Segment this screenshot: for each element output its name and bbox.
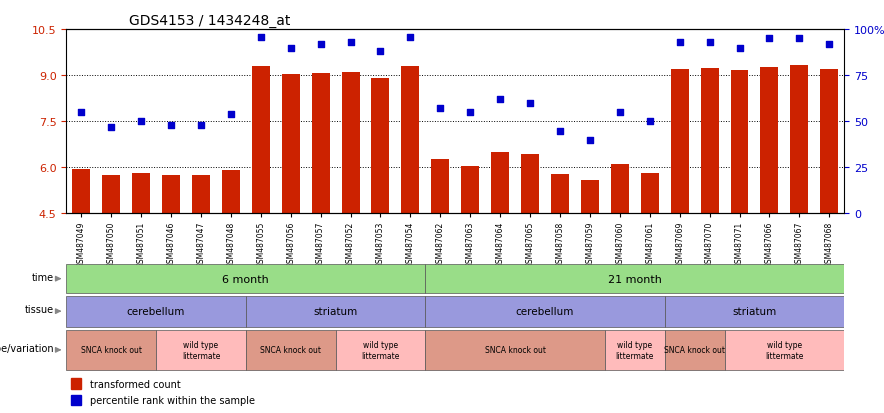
Bar — [492, 153, 509, 214]
Text: 6 month: 6 month — [223, 274, 270, 284]
Point — [134, 119, 149, 125]
Point — [254, 34, 268, 41]
Text: wild type
littermate: wild type littermate — [362, 340, 400, 360]
Bar — [461, 166, 479, 214]
Point — [762, 36, 776, 43]
Point — [643, 119, 657, 125]
Point — [822, 42, 836, 48]
Text: time: time — [32, 273, 55, 282]
Point — [104, 124, 118, 131]
Bar — [671, 69, 689, 214]
Point — [792, 36, 806, 43]
Point — [314, 42, 328, 48]
Bar — [103, 176, 120, 214]
Bar — [246, 330, 336, 370]
Text: SNCA knock out: SNCA knock out — [484, 346, 545, 354]
Point — [463, 109, 477, 116]
Bar — [551, 175, 569, 214]
Bar — [252, 67, 270, 214]
Bar — [341, 72, 360, 214]
Point — [733, 45, 747, 52]
Text: GDS4153 / 1434248_at: GDS4153 / 1434248_at — [128, 14, 290, 28]
Bar — [336, 330, 425, 370]
Bar — [581, 181, 598, 214]
Text: wild type
littermate: wild type littermate — [615, 340, 654, 360]
Bar — [282, 75, 300, 214]
Point — [373, 49, 387, 55]
Bar — [246, 296, 425, 327]
Bar — [790, 65, 808, 214]
Bar — [641, 173, 659, 214]
Point — [493, 97, 507, 103]
Text: SNCA knock out: SNCA knock out — [664, 346, 725, 354]
Bar — [71, 395, 81, 406]
Text: striatum: striatum — [732, 306, 776, 316]
Bar — [66, 330, 156, 370]
Text: transformed count: transformed count — [90, 379, 181, 389]
Point — [583, 137, 597, 144]
Bar — [425, 265, 844, 293]
Point — [403, 34, 417, 41]
Point — [703, 40, 717, 46]
Point — [552, 128, 567, 135]
Bar — [222, 171, 240, 214]
Bar — [725, 330, 844, 370]
Bar — [820, 70, 838, 214]
Point — [224, 112, 238, 118]
Point — [194, 122, 208, 129]
Text: genotype/variation: genotype/variation — [0, 343, 55, 353]
Bar — [66, 265, 425, 293]
Bar — [401, 67, 419, 214]
Bar — [66, 296, 246, 327]
Text: SNCA knock out: SNCA knock out — [80, 346, 141, 354]
Bar — [611, 165, 629, 214]
Bar — [431, 159, 449, 214]
Bar — [192, 176, 210, 214]
Bar — [665, 296, 844, 327]
Text: striatum: striatum — [314, 306, 358, 316]
Bar — [71, 378, 81, 389]
Text: cerebellum: cerebellum — [127, 306, 186, 316]
Text: cerebellum: cerebellum — [516, 306, 575, 316]
Point — [344, 40, 358, 46]
Text: wild type
littermate: wild type littermate — [182, 340, 220, 360]
Bar — [156, 330, 246, 370]
Point — [523, 100, 537, 107]
Point — [284, 45, 298, 52]
Text: 21 month: 21 month — [608, 274, 662, 284]
Bar — [312, 74, 330, 214]
Bar — [521, 155, 539, 214]
Text: tissue: tissue — [26, 305, 55, 315]
Text: percentile rank within the sample: percentile rank within the sample — [90, 396, 255, 406]
Bar — [162, 176, 180, 214]
Bar — [72, 169, 90, 214]
Bar — [425, 296, 665, 327]
Bar — [425, 330, 605, 370]
Bar — [371, 79, 390, 214]
Point — [613, 109, 627, 116]
Text: SNCA knock out: SNCA knock out — [260, 346, 321, 354]
Bar — [701, 69, 719, 214]
Bar — [730, 71, 749, 214]
Point — [74, 109, 88, 116]
Bar — [605, 330, 665, 370]
Bar — [760, 67, 779, 214]
Point — [433, 106, 447, 112]
Point — [673, 40, 687, 46]
Bar — [132, 173, 150, 214]
Text: wild type
littermate: wild type littermate — [766, 340, 804, 360]
Bar — [665, 330, 725, 370]
Point — [164, 122, 178, 129]
